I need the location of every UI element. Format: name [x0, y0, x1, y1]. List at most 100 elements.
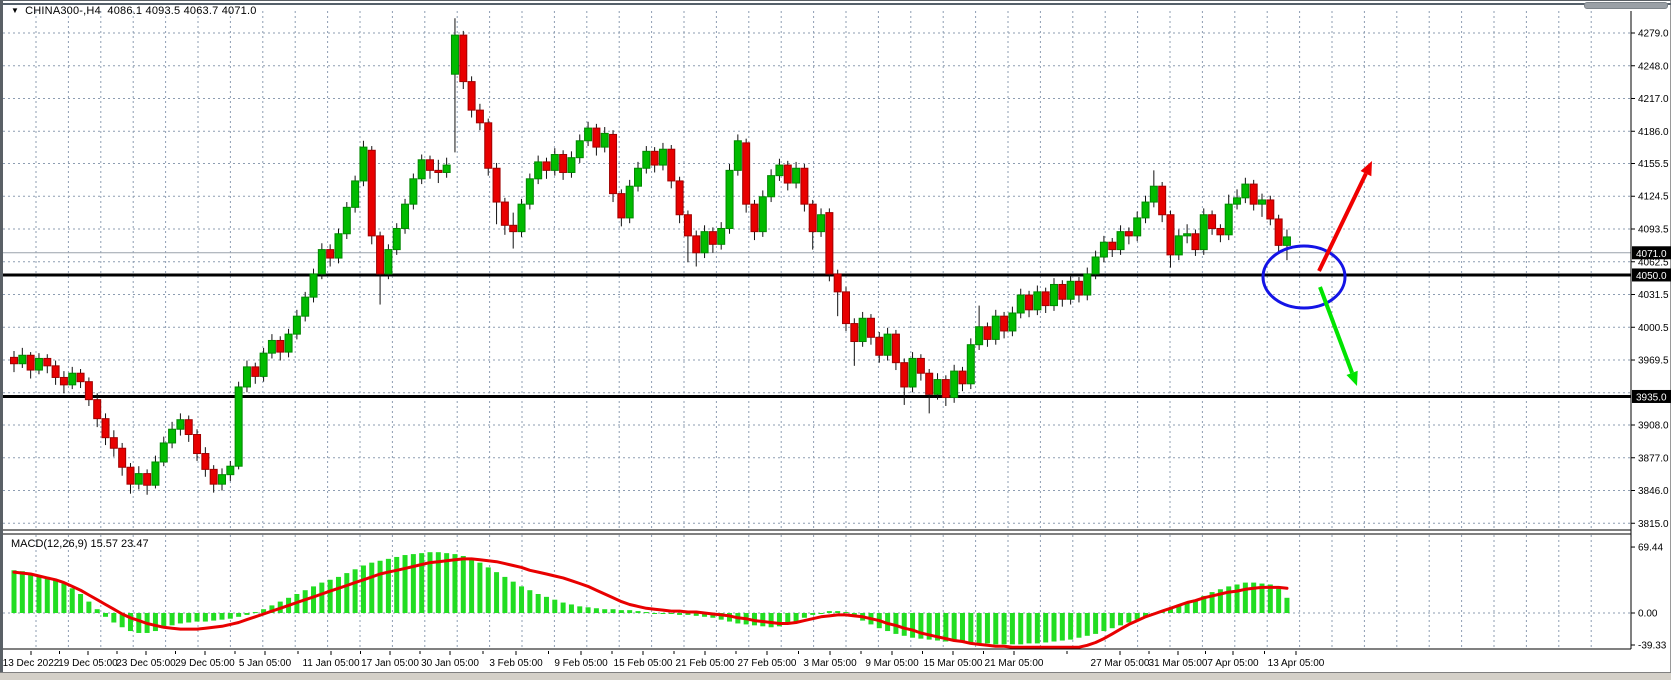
candle-body [1133, 217, 1142, 237]
price-axis-label: 4217.0 [1638, 94, 1669, 105]
candle-body [675, 180, 684, 216]
macd-histogram-bar [702, 613, 708, 617]
candle-body [1008, 312, 1017, 332]
candle-body [808, 203, 817, 233]
price-axis-label: 3877.0 [1638, 453, 1669, 464]
candle-body [958, 370, 967, 385]
price-axis-label: 4186.0 [1638, 127, 1669, 138]
candle-body [259, 352, 268, 377]
up-trend-arrow[interactable] [1317, 172, 1368, 272]
candle-body [1199, 214, 1208, 251]
macd-histogram-bar [627, 610, 633, 613]
macd-histogram-bar [1276, 586, 1282, 613]
macd-histogram-bar [327, 579, 333, 613]
symbol-dropdown-icon[interactable]: ▼ [11, 6, 20, 15]
candle-body [1091, 256, 1100, 275]
time-axis-label: 13 Apr 05:00 [1268, 658, 1325, 669]
candle-body [134, 473, 143, 485]
macd-histogram-bar [1176, 605, 1182, 613]
macd-histogram-bar [152, 613, 158, 632]
macd-histogram-bar [677, 613, 683, 615]
candle-body [575, 140, 584, 159]
macd-histogram-bar [1201, 595, 1207, 613]
candle-body [800, 167, 809, 205]
macd-histogram-bar [344, 573, 350, 613]
up-trend-arrow-head [1360, 161, 1372, 177]
macd-histogram-bar [502, 576, 508, 613]
candle-body [209, 468, 218, 485]
candle-body [34, 357, 43, 371]
price-axis-label: 3815.0 [1638, 519, 1669, 530]
highlighted-price-bg [1632, 389, 1671, 403]
candle-body [1033, 291, 1042, 311]
macd-histogram-bar [28, 573, 34, 613]
candle-body [517, 203, 526, 233]
candle-body [1041, 291, 1050, 307]
macd-histogram-bar [402, 555, 408, 613]
candle-body [783, 164, 792, 184]
macd-histogram-bar [1242, 582, 1248, 613]
h-scrollbar-track[interactable] [3, 3, 1671, 5]
candle-body [1025, 294, 1034, 311]
macd-histogram-bar [61, 583, 67, 613]
candle-body [1074, 280, 1083, 296]
candle-body [792, 167, 801, 184]
candle-body [625, 185, 634, 219]
macd-histogram-bar [1051, 613, 1057, 642]
macd-histogram-bar [319, 582, 325, 613]
price-axis-label: 4124.5 [1638, 192, 1669, 203]
macd-histogram-bar [793, 613, 799, 622]
candle-body [201, 453, 210, 470]
candle-body [1124, 231, 1133, 237]
macd-histogram-bar [69, 588, 75, 613]
macd-histogram-bar [94, 609, 100, 613]
candle-body [817, 214, 826, 233]
macd-histogram-bar [119, 613, 125, 628]
candlestick-chart[interactable]: 4279.0 4248.0 4217.0 4186.0 4155.5 4124.5 4093… [3, 1, 1671, 673]
macd-histogram-bar [19, 571, 25, 613]
macd-histogram-bar [1192, 599, 1198, 613]
macd-histogram-bar [311, 586, 317, 613]
down-trend-arrow[interactable] [1318, 286, 1354, 374]
candle-body [417, 159, 426, 180]
down-trend-arrow-head [1346, 370, 1358, 386]
macd-histogram-bar [668, 613, 674, 614]
candle-body [426, 159, 434, 171]
time-axis-label: 3 Feb 05:00 [489, 658, 543, 669]
candle-body [584, 127, 593, 142]
macd-histogram-bar [460, 556, 466, 613]
candle-body [642, 150, 651, 169]
price-axis-label: 3846.0 [1638, 486, 1669, 497]
price-axis-label: 3908.0 [1638, 420, 1669, 431]
macd-histogram-bar [519, 586, 525, 613]
candle-body [1224, 203, 1233, 236]
macd-histogram-bar [935, 613, 941, 641]
macd-histogram-bar [452, 554, 458, 613]
candle-body [609, 133, 618, 195]
candle-body [76, 372, 85, 383]
candle-body [18, 354, 27, 365]
candle-body [126, 466, 135, 485]
macd-axis-label: 69.44 [1638, 543, 1663, 554]
macd-histogram-bar [768, 613, 774, 628]
macd-histogram-bar [843, 612, 849, 614]
macd-histogram-bar [1167, 608, 1173, 613]
price-axis[interactable]: 4279.0 4248.0 4217.0 4186.0 4155.5 4124.5 4093… [1631, 29, 1671, 652]
time-axis-label: 23 Dec 05:00 [116, 658, 176, 669]
candle-body [68, 372, 77, 386]
macd-histogram-bar [177, 613, 183, 624]
h-scrollbar-thumb[interactable] [1584, 2, 1668, 9]
candle-body [1000, 315, 1009, 332]
macd-histogram-bar [893, 613, 899, 634]
candle-body [866, 317, 875, 338]
candle-body [1274, 218, 1283, 246]
macd-histogram-bar [78, 594, 84, 613]
candle-body [351, 180, 360, 208]
macd-histogram-bar [1001, 613, 1007, 645]
ellipse-annotation[interactable] [1261, 244, 1347, 310]
candle-body [758, 196, 767, 233]
time-axis-label: 27 Mar 05:00 [1091, 658, 1150, 669]
time-axis-label: 11 Jan 05:00 [302, 658, 360, 669]
macd-histogram-bar [1251, 582, 1257, 613]
